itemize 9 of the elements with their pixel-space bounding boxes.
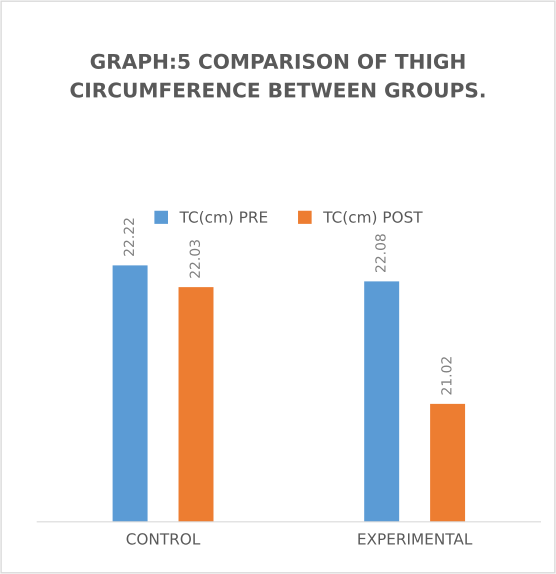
x-tick-label: CONTROL xyxy=(126,533,200,545)
legend-label: TC(cm) POST xyxy=(323,211,423,225)
data-label: 22.22 xyxy=(124,218,134,256)
chart-title: GRAPH:5 COMPARISON OF THIGH CIRCUMFERENCE BETWEEN GROUPS. xyxy=(70,54,484,98)
legend-label: TC(cm) PRE xyxy=(179,211,268,225)
data-label: 21.02 xyxy=(441,357,452,395)
data-label: 22.03 xyxy=(190,240,200,278)
x-tick-label: EXPERIMENTAL xyxy=(358,533,472,544)
data-label: 22.08 xyxy=(375,234,386,272)
